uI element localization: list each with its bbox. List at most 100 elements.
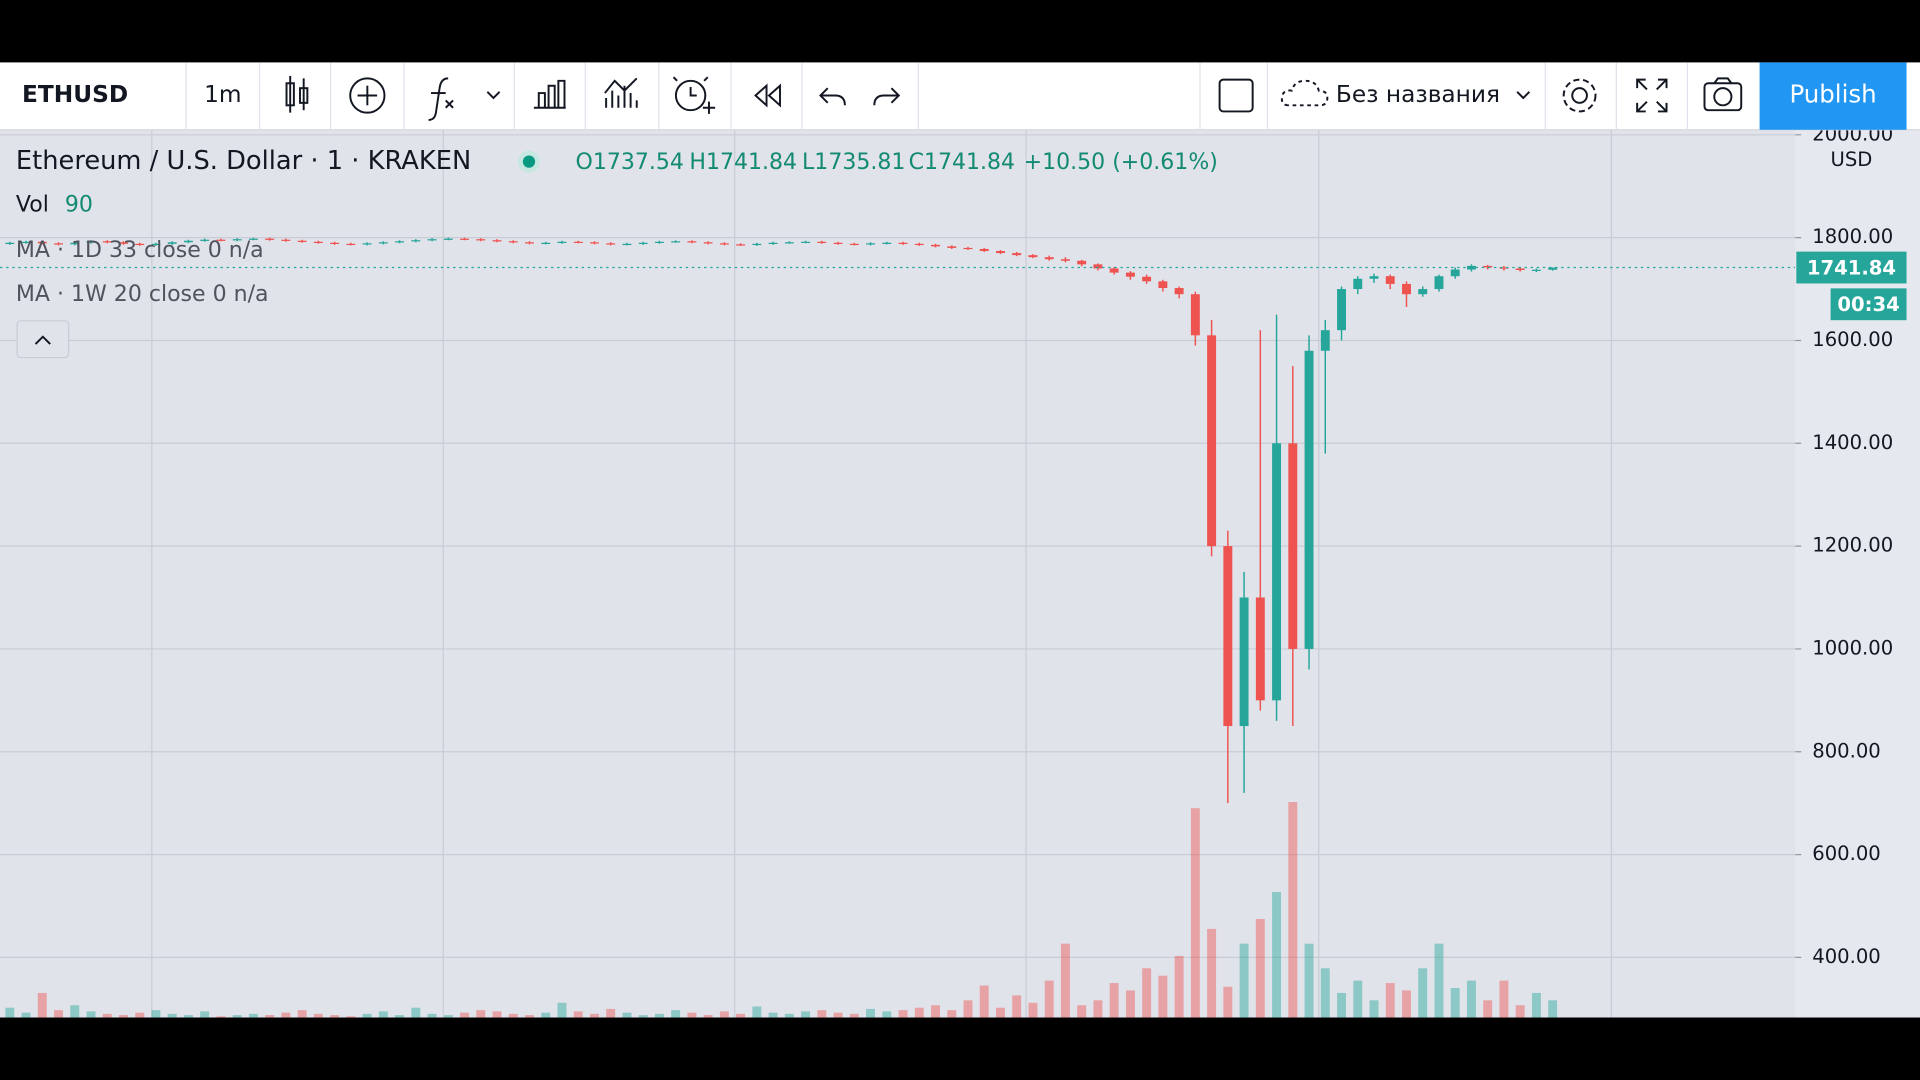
volume-bar <box>37 992 47 1018</box>
volume-bar <box>752 1006 762 1018</box>
candle-body <box>1239 597 1249 727</box>
settings-button[interactable] <box>1562 78 1597 113</box>
candle-body <box>1385 276 1395 284</box>
candle-body <box>119 242 128 244</box>
candle-body <box>687 241 697 243</box>
volume-bar <box>638 1015 648 1018</box>
candle-body <box>1434 276 1444 290</box>
candle-body <box>1483 265 1493 268</box>
volume-bar <box>947 1010 957 1018</box>
candle-body <box>167 242 177 244</box>
candle-body <box>914 243 924 246</box>
symbol-button[interactable]: ETHUSD <box>22 81 128 108</box>
candle-body <box>460 238 469 240</box>
volume-bar <box>1093 1000 1103 1018</box>
candle-body <box>963 247 973 250</box>
close-value: C1741.84 <box>909 150 1016 175</box>
interval-button[interactable]: 1m <box>204 81 241 108</box>
compare-button[interactable] <box>349 77 386 114</box>
open-value: O1737.54 <box>576 150 684 175</box>
volume-bar <box>1012 995 1022 1018</box>
volume-bar <box>898 1010 908 1018</box>
separators <box>185 62 1688 130</box>
volume-bar <box>1385 983 1395 1018</box>
replay-button[interactable] <box>754 83 781 108</box>
candle-body <box>248 238 258 240</box>
currency-label: USD <box>1831 148 1873 171</box>
volume-bar <box>1255 919 1265 1018</box>
volume-bar <box>167 1013 177 1018</box>
publish-label[interactable]: Publish <box>1789 80 1876 109</box>
candle-body <box>54 243 63 245</box>
fullscreen-select-button[interactable] <box>1218 78 1254 113</box>
candle-body <box>492 240 502 242</box>
volume-bar <box>86 1011 96 1018</box>
fullscreen-button[interactable] <box>1636 78 1668 113</box>
low-value: L1735.81 <box>802 150 905 175</box>
volume-bar <box>1548 1000 1558 1018</box>
volume-bar <box>313 1013 323 1018</box>
last-price-label: 1741.84 <box>1807 256 1896 279</box>
volume-bar <box>557 1002 567 1018</box>
volume-bar <box>996 1007 1005 1018</box>
candle-body <box>1207 335 1217 547</box>
countdown-box <box>1830 288 1907 321</box>
volume-bar <box>1223 986 1233 1018</box>
candle-body <box>671 241 681 243</box>
volume-bar <box>849 1013 859 1018</box>
volume-bar <box>866 1008 876 1018</box>
undo-button[interactable] <box>819 87 846 106</box>
volume-bar <box>784 1013 794 1018</box>
candle-body <box>784 242 794 244</box>
candle-body <box>5 242 15 245</box>
volume-bar <box>508 1013 518 1018</box>
candle-body <box>297 240 307 242</box>
volume-bar <box>1515 1005 1525 1018</box>
volume-bar <box>1499 980 1509 1018</box>
snapshot-button[interactable] <box>1703 77 1743 112</box>
alert-chart-button[interactable] <box>604 77 638 108</box>
candle-body <box>638 242 648 245</box>
indicators-button[interactable] <box>428 77 501 121</box>
volume-bar <box>525 1015 534 1018</box>
candle-body <box>1499 267 1509 269</box>
alert-button[interactable] <box>672 76 716 114</box>
layout-name[interactable]: Без названия <box>1336 81 1500 108</box>
publish-button[interactable] <box>1759 62 1907 130</box>
volume-bar <box>460 1012 469 1018</box>
candle-body <box>768 242 778 245</box>
volume-bar <box>119 1015 128 1018</box>
volume-bar <box>21 1012 31 1018</box>
redo-button[interactable] <box>873 87 901 106</box>
layout-menu[interactable] <box>1516 91 1531 100</box>
volume-bar <box>719 1011 729 1018</box>
candle-body <box>703 242 713 244</box>
volume-bar <box>5 1007 15 1018</box>
volume-bar <box>297 1010 307 1018</box>
candle-body <box>1174 288 1184 295</box>
templates-button[interactable] <box>533 79 566 109</box>
candle-body <box>833 242 843 245</box>
chart-type-button[interactable] <box>285 75 309 113</box>
last-price-box <box>1796 251 1907 284</box>
y-tick-label: 600.00 <box>1812 842 1881 865</box>
collapse-button[interactable] <box>16 320 70 359</box>
volume-bar <box>1450 987 1460 1018</box>
volume-bar <box>1320 968 1330 1018</box>
candle-body <box>866 243 876 245</box>
candle-body <box>589 242 599 244</box>
candle-body <box>86 241 96 243</box>
candle-body <box>21 241 31 243</box>
candle-body <box>216 239 226 241</box>
candle-body <box>1369 276 1379 279</box>
candle-body <box>525 242 534 244</box>
volume-bar <box>395 1015 405 1018</box>
candle-body <box>1337 289 1346 331</box>
candle-body <box>1093 264 1103 269</box>
volume-bar <box>346 1016 356 1018</box>
volume-bar <box>1174 955 1184 1018</box>
candle-body <box>1044 257 1054 260</box>
candle-body <box>1272 443 1282 701</box>
